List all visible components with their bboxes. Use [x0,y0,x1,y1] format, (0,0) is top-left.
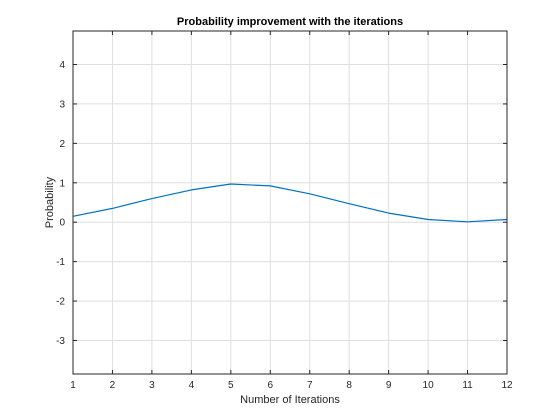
y-tick-label: 3 [59,99,65,110]
x-tick-label: 7 [307,380,313,391]
x-tick-label: 9 [386,380,392,391]
x-tick-label: 11 [462,380,473,391]
y-tick-label: 2 [59,139,65,150]
x-tick-label: 6 [267,380,273,391]
x-tick-label: 1 [70,380,76,391]
y-tick-label: -3 [56,336,65,347]
x-tick-label: 5 [228,380,234,391]
x-tick-label: 4 [189,380,195,391]
x-tick-label: 8 [346,380,352,391]
plot-frame [72,30,508,375]
y-tick-label: -2 [56,297,65,308]
y-tick-label: 0 [59,218,65,229]
x-tick-label: 12 [501,380,513,391]
series-layer [72,183,508,223]
x-tick-label: 3 [149,380,155,391]
y-tick-label: 4 [59,60,65,71]
x-tick-label: 2 [110,380,116,391]
y-axis-label: Probability [44,176,56,228]
series-line [72,183,508,223]
y-tick-label: 1 [59,178,65,189]
chart-title: Probability improvement with the iterati… [177,16,403,28]
x-tick-label: 10 [423,380,435,391]
x-axis-label: Number of Iterations [240,394,340,406]
y-tick-label: -1 [56,257,65,268]
